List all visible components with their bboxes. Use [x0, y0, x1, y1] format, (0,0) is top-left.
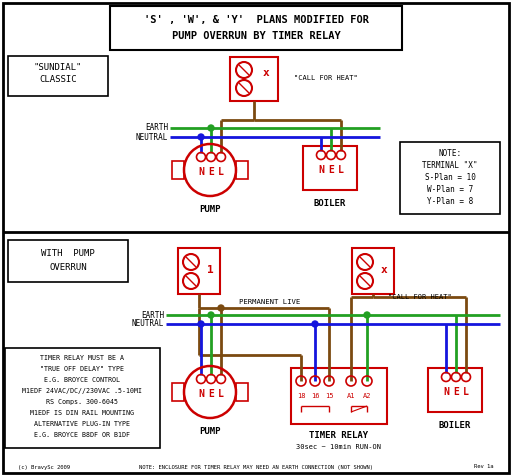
- Text: E.G. BROYCE B8DF OR B1DF: E.G. BROYCE B8DF OR B1DF: [34, 432, 130, 438]
- Circle shape: [198, 134, 204, 140]
- Text: N: N: [198, 389, 204, 399]
- Bar: [428, 368, 482, 412]
- Text: Y-Plan = 8: Y-Plan = 8: [427, 197, 473, 206]
- Bar: [236, 383, 248, 401]
- Bar: [230, 57, 278, 101]
- Text: EARTH: EARTH: [145, 123, 168, 132]
- Text: PUMP OVERRUN BY TIMER RELAY: PUMP OVERRUN BY TIMER RELAY: [172, 31, 340, 41]
- Text: BOILER: BOILER: [439, 422, 471, 430]
- Bar: [178, 248, 220, 294]
- Circle shape: [208, 125, 214, 131]
- Text: E: E: [328, 165, 334, 175]
- Text: N: N: [198, 167, 204, 177]
- Text: L: L: [218, 389, 224, 399]
- Text: "CALL FOR HEAT": "CALL FOR HEAT": [294, 75, 358, 81]
- Text: 16: 16: [311, 393, 319, 399]
- Text: L: L: [463, 387, 469, 397]
- Text: TIMER RELAY: TIMER RELAY: [309, 432, 369, 440]
- Text: NOTE:: NOTE:: [438, 149, 461, 158]
- Text: WITH  PUMP: WITH PUMP: [41, 249, 95, 258]
- Text: TIMER RELAY MUST BE A: TIMER RELAY MUST BE A: [40, 355, 124, 361]
- Text: M1EDF 24VAC/DC//230VAC .5-10MI: M1EDF 24VAC/DC//230VAC .5-10MI: [22, 388, 142, 394]
- Bar: [352, 248, 394, 294]
- Bar: [5, 348, 160, 448]
- Bar: [291, 368, 387, 424]
- Text: Rev 1a: Rev 1a: [475, 465, 494, 469]
- Text: A1: A1: [347, 393, 355, 399]
- Text: W-Plan = 7: W-Plan = 7: [427, 185, 473, 194]
- Circle shape: [218, 305, 224, 311]
- Bar: [236, 161, 248, 179]
- Bar: [110, 6, 402, 50]
- Circle shape: [198, 321, 204, 327]
- Bar: [172, 161, 184, 179]
- Text: 30sec ~ 10min RUN-ON: 30sec ~ 10min RUN-ON: [296, 444, 381, 450]
- Text: PERMANENT LIVE: PERMANENT LIVE: [240, 299, 301, 305]
- Text: x: x: [263, 68, 269, 78]
- Bar: [8, 240, 128, 282]
- Text: NEUTRAL: NEUTRAL: [132, 319, 164, 328]
- Bar: [8, 56, 108, 96]
- Text: A2: A2: [362, 393, 371, 399]
- Text: RS Comps. 300-6045: RS Comps. 300-6045: [46, 399, 118, 405]
- Text: L: L: [338, 165, 344, 175]
- Bar: [303, 146, 357, 190]
- Text: N: N: [443, 387, 449, 397]
- Text: CLASSIC: CLASSIC: [39, 76, 77, 85]
- Bar: [172, 383, 184, 401]
- Text: PUMP: PUMP: [199, 427, 221, 436]
- Text: L: L: [218, 167, 224, 177]
- Text: "TRUE OFF DELAY" TYPE: "TRUE OFF DELAY" TYPE: [40, 366, 124, 372]
- Text: PUMP: PUMP: [199, 206, 221, 215]
- Text: "SUNDIAL": "SUNDIAL": [34, 63, 82, 72]
- Text: EARTH: EARTH: [141, 310, 164, 319]
- Circle shape: [364, 312, 370, 318]
- Text: E.G. BROYCE CONTROL: E.G. BROYCE CONTROL: [44, 377, 120, 383]
- Text: ALTERNATIVE PLUG-IN TYPE: ALTERNATIVE PLUG-IN TYPE: [34, 421, 130, 427]
- Text: M1EDF IS DIN RAIL MOUNTING: M1EDF IS DIN RAIL MOUNTING: [30, 410, 134, 416]
- Text: 18: 18: [297, 393, 305, 399]
- Text: S-Plan = 10: S-Plan = 10: [424, 172, 476, 181]
- Text: "CALL FOR HEAT": "CALL FOR HEAT": [388, 294, 452, 300]
- Text: x: x: [380, 265, 388, 275]
- Text: N: N: [318, 165, 324, 175]
- Text: E: E: [208, 167, 214, 177]
- Text: (c) BravySc 2009: (c) BravySc 2009: [18, 465, 70, 469]
- Text: NEUTRAL: NEUTRAL: [136, 132, 168, 141]
- Text: E: E: [208, 389, 214, 399]
- Text: TERMINAL "X": TERMINAL "X": [422, 160, 478, 169]
- Circle shape: [208, 312, 214, 318]
- Circle shape: [312, 321, 318, 327]
- Bar: [400, 142, 500, 214]
- Text: BOILER: BOILER: [314, 199, 346, 208]
- Text: 1: 1: [207, 265, 214, 275]
- Text: E: E: [453, 387, 459, 397]
- Text: NOTE: ENCLOSURE FOR TIMER RELAY MAY NEED AN EARTH CONNECTION (NOT SHOWN): NOTE: ENCLOSURE FOR TIMER RELAY MAY NEED…: [139, 465, 373, 469]
- Text: 15: 15: [325, 393, 333, 399]
- Text: OVERRUN: OVERRUN: [49, 262, 87, 271]
- Text: 'S' , 'W', & 'Y'  PLANS MODIFIED FOR: 'S' , 'W', & 'Y' PLANS MODIFIED FOR: [143, 15, 369, 25]
